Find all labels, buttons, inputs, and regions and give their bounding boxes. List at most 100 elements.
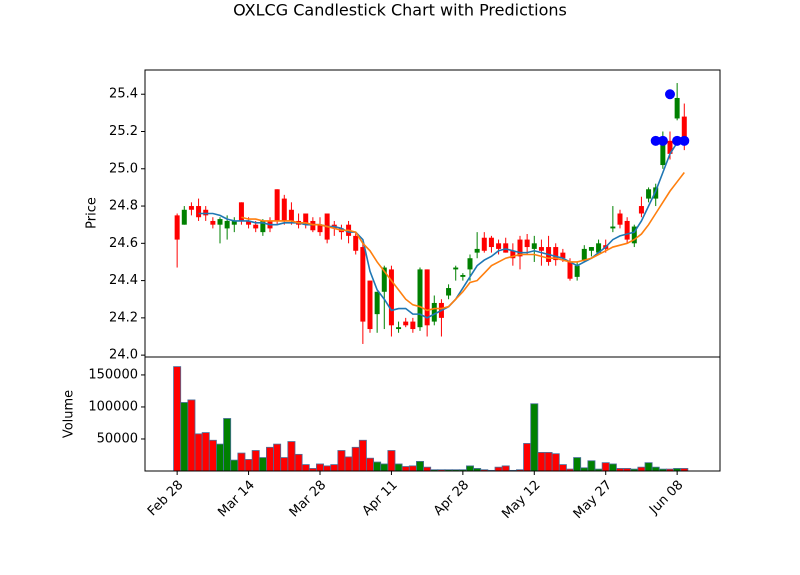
- volume-bar: [530, 403, 539, 472]
- volume-bar: [251, 450, 260, 472]
- volume-bar: [230, 459, 239, 472]
- y-tick-label: 24.4: [109, 273, 138, 288]
- candle-body: [681, 116, 687, 141]
- volume-bar: [237, 452, 246, 472]
- candle-body: [503, 243, 509, 253]
- volume-bar: [573, 457, 582, 472]
- volume-bar: [423, 466, 432, 472]
- prediction-point: [672, 135, 683, 146]
- volume-bar: [258, 457, 267, 472]
- y-tick-label: 24.6: [109, 236, 138, 251]
- y-tick-label: 24.8: [109, 199, 138, 214]
- candle-body: [581, 248, 587, 261]
- candle-body: [310, 220, 316, 231]
- x-tick-label: May 27: [571, 478, 615, 522]
- candle-body: [417, 269, 423, 328]
- volume-frame: [144, 356, 721, 472]
- volume-bar: [187, 399, 196, 472]
- volume-bar: [330, 464, 339, 472]
- volume-bar: [544, 452, 553, 472]
- volume-bar: [194, 433, 203, 472]
- candle-body: [388, 269, 394, 326]
- candle-body: [588, 247, 594, 251]
- candle-body: [360, 247, 366, 322]
- volume-bar: [494, 466, 503, 472]
- volume-bar: [344, 456, 353, 472]
- volume-bar: [301, 464, 310, 472]
- volume-bar: [351, 446, 360, 472]
- volume-bar: [180, 402, 189, 472]
- volume-bar: [323, 465, 332, 472]
- candle-body: [496, 243, 502, 249]
- volume-axis-label: Volume: [62, 390, 77, 438]
- candle-body: [453, 267, 459, 270]
- x-tick-label: Apr 28: [431, 478, 472, 519]
- volume-bar: [387, 450, 396, 472]
- candle-body: [538, 247, 544, 251]
- volume-bar: [294, 453, 303, 472]
- candle-body: [231, 220, 237, 225]
- volume-tick-label: 150000: [88, 367, 138, 382]
- volume-bar: [244, 459, 253, 472]
- candle-body: [481, 237, 487, 251]
- candle-body: [446, 288, 452, 296]
- volume-bar: [173, 366, 182, 472]
- volume-bar: [416, 460, 424, 472]
- x-tick-label: Jun 08: [646, 478, 686, 518]
- candle-body: [574, 265, 580, 277]
- candle-body: [381, 267, 387, 292]
- x-tick-label: Apr 11: [360, 478, 401, 519]
- candle-body: [224, 220, 230, 229]
- chart-title: OXLCG Candlestick Chart with Predictions: [233, 1, 567, 20]
- candle-body: [403, 321, 409, 326]
- candle-body: [674, 97, 680, 119]
- candle-body: [396, 327, 402, 330]
- volume-bar: [394, 463, 403, 472]
- moving-average-line: [198, 138, 685, 319]
- candle-body: [203, 209, 209, 216]
- candle-body: [596, 243, 602, 253]
- candle-body: [367, 280, 373, 330]
- candle-body: [553, 247, 559, 261]
- candle-body: [517, 239, 523, 257]
- y-axis-label: Price: [85, 197, 100, 229]
- volume-bar: [466, 465, 474, 472]
- candle-body: [524, 239, 530, 248]
- candle-body: [274, 189, 280, 221]
- candle-body: [174, 215, 180, 240]
- candle-body: [488, 237, 494, 248]
- candle-body: [638, 206, 644, 214]
- prediction-point: [650, 135, 661, 146]
- volume-bar: [358, 439, 367, 472]
- candle-body: [610, 226, 616, 229]
- candle-body: [303, 213, 309, 225]
- prediction-point: [665, 89, 675, 100]
- candle-body: [374, 291, 380, 315]
- candle-body: [317, 224, 323, 233]
- volume-bar: [587, 460, 596, 472]
- candle-body: [253, 224, 259, 229]
- volume-bar: [380, 463, 389, 472]
- volume-bar: [644, 462, 653, 472]
- volume-bar: [337, 450, 346, 472]
- candle-body: [624, 220, 630, 240]
- candle-body: [653, 187, 659, 199]
- y-tick-label: 25.0: [109, 161, 138, 176]
- candle-body: [531, 243, 537, 249]
- volume-bar: [208, 439, 217, 472]
- volume-bar: [408, 465, 417, 472]
- candle-body: [431, 302, 437, 322]
- volume-bar: [551, 453, 560, 472]
- candle-body: [474, 248, 480, 253]
- volume-bar: [273, 443, 282, 472]
- candle-body: [660, 140, 666, 166]
- candle-body: [260, 220, 266, 233]
- volume-bar: [637, 466, 646, 472]
- candle-body: [353, 235, 359, 251]
- candle-body: [181, 209, 187, 225]
- candle-body: [560, 252, 566, 259]
- y-tick-label: 24.2: [109, 310, 138, 325]
- candle-body: [210, 220, 216, 225]
- volume-bar: [287, 441, 296, 472]
